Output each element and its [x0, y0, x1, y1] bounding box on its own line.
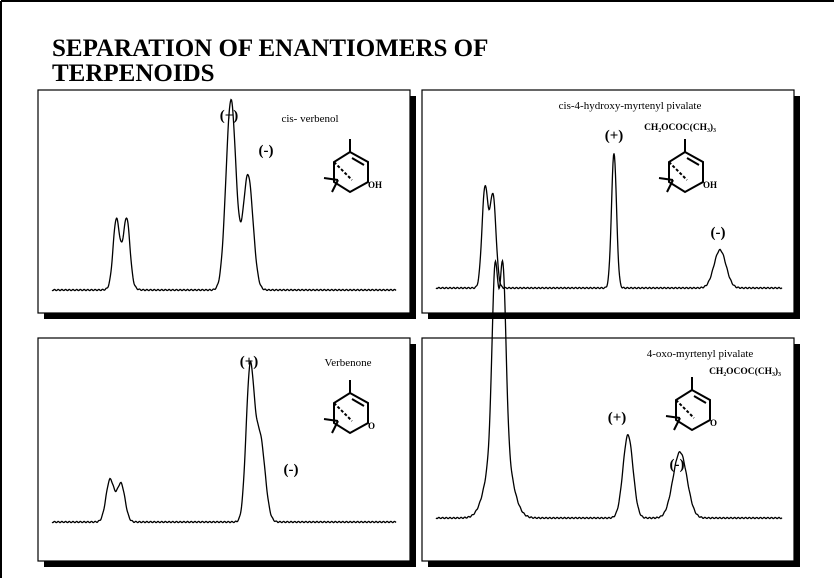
title-line: SEPARATION OF ENANTIOMERS OF [52, 35, 488, 62]
chromatogram-trace [51, 98, 397, 292]
gem-methyl [666, 179, 674, 193]
panel [37, 89, 411, 314]
peak-label: (+) [240, 354, 259, 370]
peak-label: (-) [284, 462, 299, 478]
gem-methyl [331, 179, 339, 193]
double-bond [693, 395, 707, 404]
chromatogram-trace [435, 258, 783, 520]
gem-methyl [323, 418, 339, 422]
compound-name: cis- verbenol [281, 113, 338, 125]
molecule: O [323, 380, 375, 435]
double-bond [686, 157, 700, 166]
substituent: OH [703, 180, 717, 190]
molecule: OH [323, 139, 382, 194]
panel [37, 337, 411, 562]
side-chain: CH₂OCOC(CH₃)₃ [709, 366, 781, 377]
peak-label: (-) [711, 225, 726, 241]
gem-methyl [323, 177, 339, 181]
peak-label: (+) [608, 410, 627, 426]
gem-methyl [658, 177, 674, 181]
bridge [668, 161, 688, 181]
compound-name: 4-oxo-myrtenyl pivalate [647, 348, 754, 360]
panel [421, 337, 795, 562]
peak-label: (-) [670, 457, 685, 473]
gem-methyl [665, 415, 681, 419]
peak-label: (+) [605, 128, 624, 144]
side-chain: CH₂OCOC(CH₃)₃ [644, 122, 716, 133]
bridge [333, 161, 353, 181]
substituent: O [368, 421, 375, 431]
chromatogram-trace [435, 153, 783, 290]
bridge [675, 399, 695, 419]
substituent: OH [368, 180, 382, 190]
peak-label: (-) [259, 143, 274, 159]
double-bond [351, 398, 365, 407]
compound-name: Verbenone [324, 357, 371, 369]
chromatogram-trace [51, 360, 397, 524]
peak-label: (+) [220, 108, 239, 124]
gem-methyl [331, 420, 339, 434]
gem-methyl [673, 417, 681, 431]
title-line: TERPENOIDS [52, 60, 215, 87]
substituent: O [710, 418, 717, 428]
molecule: O [665, 377, 717, 432]
bridge [333, 402, 353, 422]
double-bond [351, 157, 365, 166]
compound-name: cis-4-hydroxy-myrtenyl pivalate [559, 100, 702, 112]
molecule: OH [658, 139, 717, 194]
